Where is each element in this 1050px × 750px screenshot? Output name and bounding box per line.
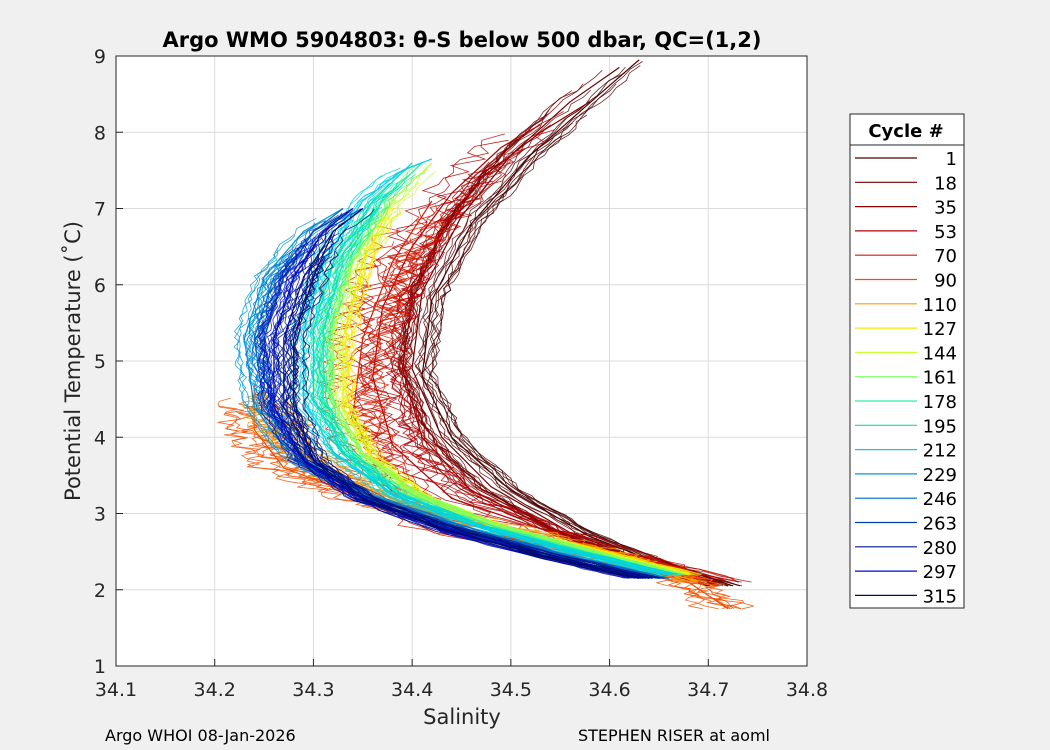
profile-line-cycle-18 (414, 89, 724, 587)
y-tick-labels: 1 2 3 4 5 6 7 8 9 (94, 46, 106, 678)
footer-right: STEPHEN RISER at aoml (578, 726, 770, 745)
y-axis-label: Potential Temperature (˚C) (61, 221, 85, 501)
legend-label-297: 297 (923, 562, 957, 583)
x-tick-label: 34.2 (194, 679, 236, 701)
profile-line-cycle-297 (257, 238, 628, 579)
profile-line-cycle-144 (341, 171, 695, 575)
legend-box (849, 113, 965, 609)
profile-line-cycle-297 (267, 239, 635, 579)
y-tick-label: 8 (94, 122, 106, 144)
profile-line-cycle-212 (311, 192, 678, 575)
profile-line-cycle-161 (326, 198, 686, 575)
legend-label-110: 110 (923, 295, 957, 316)
profile-line-cycle-127 (350, 208, 702, 575)
profile-line-cycle-53 (389, 180, 742, 583)
legend-label-70: 70 (934, 246, 957, 267)
legend: Cycle # 1 18 35 53 70 90 110 127 144 161 178 195 212… (849, 113, 965, 609)
profile-line-cycle-315 (301, 208, 653, 579)
legend-label-315: 315 (923, 586, 957, 607)
x-tick-label: 34.4 (391, 679, 433, 701)
legend-label-144: 144 (923, 343, 957, 364)
profile-line-cycle-1 (423, 83, 734, 587)
profile-line-cycle-212 (309, 195, 682, 575)
x-tick-label: 34.3 (292, 679, 334, 701)
y-tick-label: 7 (94, 199, 106, 221)
x-axis-label: Salinity (423, 705, 501, 729)
legend-label-212: 212 (923, 441, 957, 462)
profile-line-cycle-315 (277, 212, 631, 579)
x-tick-label: 34.6 (588, 679, 630, 701)
profile-line-cycle-280 (285, 234, 657, 579)
legend-label-280: 280 (923, 538, 957, 559)
legend-label-1: 1 (946, 149, 957, 170)
x-tick-labels: 34.1 34.2 34.3 34.4 34.5 34.6 34.7 34.8 (95, 679, 828, 701)
profile-line-cycle-1 (428, 65, 740, 587)
x-tick-label: 34.5 (490, 679, 532, 701)
y-tick-label: 1 (94, 656, 106, 678)
y-tick-label: 9 (94, 46, 106, 68)
chart-title: Argo WMO 5904803: θ-S below 500 dbar, QC… (163, 28, 762, 52)
profile-line-cycle-53 (381, 187, 731, 583)
profile-line-cycle-53 (358, 190, 717, 583)
profile-line-cycle-315 (301, 250, 651, 579)
profile-line-cycle-280 (290, 256, 659, 579)
y-tick-label: 4 (94, 427, 106, 449)
x-tick-label: 34.7 (687, 679, 729, 701)
y-tick-label: 5 (94, 351, 106, 373)
legend-label-18: 18 (934, 173, 957, 194)
series-212 (288, 158, 682, 576)
x-tick-label: 34.1 (95, 679, 137, 701)
series-line-cycle-212 (303, 158, 669, 576)
legend-label-35: 35 (934, 198, 957, 219)
series-315 (277, 208, 653, 579)
profile-line-cycle-280 (278, 262, 646, 579)
legend-label-90: 90 (934, 271, 957, 292)
legend-label-127: 127 (923, 319, 957, 340)
legend-label-178: 178 (923, 392, 957, 413)
footer-left: Argo WHOI 08-Jan-2026 (105, 726, 296, 745)
legend-label-53: 53 (934, 222, 957, 243)
profile-line-cycle-195 (314, 207, 671, 575)
legend-label-263: 263 (923, 514, 957, 535)
legend-label-195: 195 (923, 416, 957, 437)
plot-frame (115, 55, 808, 667)
profile-line-cycle-1 (418, 72, 729, 587)
series-line-cycle-315 (293, 208, 640, 579)
legend-label-246: 246 (923, 489, 957, 510)
profile-line-cycle-246 (249, 220, 659, 579)
y-tick-label: 3 (94, 504, 106, 526)
legend-label-161: 161 (923, 368, 957, 389)
series-lines (217, 59, 754, 610)
y-tick-label: 2 (94, 580, 106, 602)
profile-line-cycle-1 (424, 61, 734, 587)
legend-title: Cycle # (868, 121, 943, 142)
profile-line-cycle-161 (324, 212, 682, 575)
profile-line-cycle-212 (297, 165, 663, 575)
profile-line-cycle-297 (281, 258, 653, 579)
legend-label-229: 229 (923, 465, 957, 486)
y-tick-label: 6 (94, 275, 106, 297)
x-tick-label: 34.8 (786, 679, 828, 701)
